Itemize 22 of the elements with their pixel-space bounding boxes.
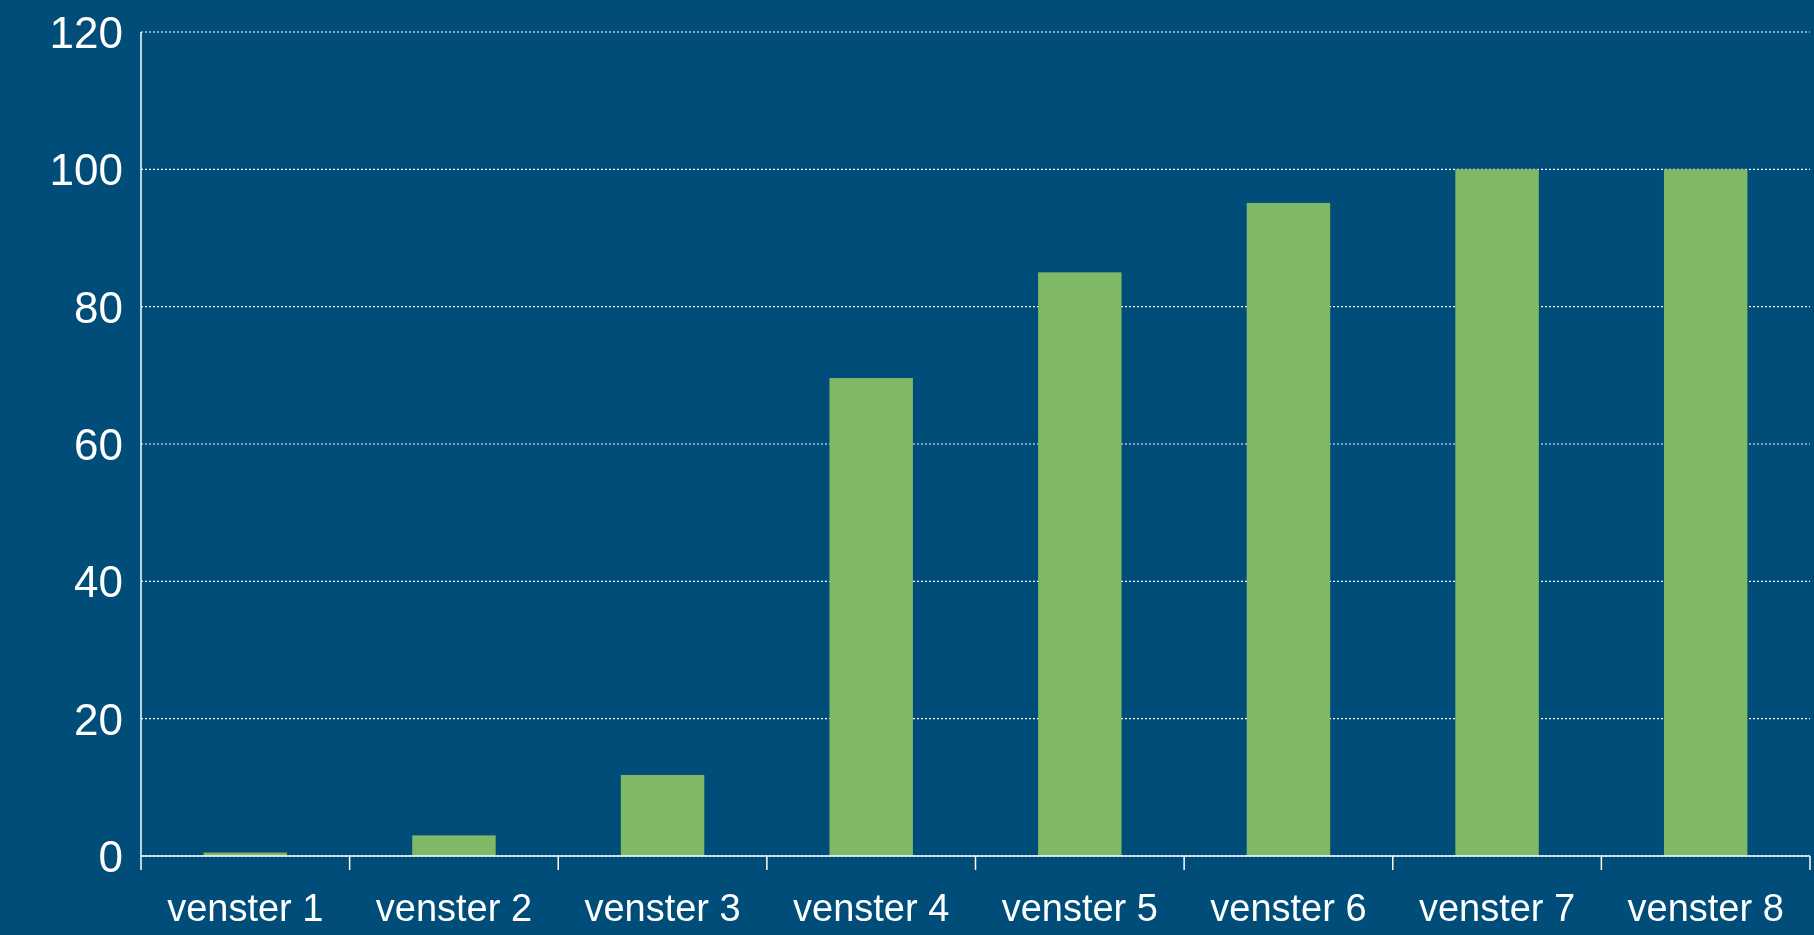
x-tick-label: venster 6 bbox=[1210, 887, 1367, 929]
y-tick-label: 20 bbox=[74, 694, 123, 744]
x-tick-label: venster 7 bbox=[1418, 887, 1576, 929]
y-tick-label: 0 bbox=[98, 831, 123, 881]
y-tick-label: 120 bbox=[49, 7, 123, 57]
x-tick-label: venster 8 bbox=[1627, 887, 1784, 929]
y-tick-label: 100 bbox=[49, 145, 123, 195]
x-tick-label: venster 4 bbox=[793, 887, 950, 929]
bar bbox=[1038, 272, 1122, 856]
bar bbox=[829, 378, 913, 856]
bar bbox=[412, 835, 496, 856]
x-tick-label: venster 2 bbox=[375, 887, 533, 929]
y-tick-label: 80 bbox=[74, 282, 123, 332]
x-tick-label: venster 3 bbox=[584, 887, 741, 929]
y-tick-label: 40 bbox=[74, 557, 123, 607]
bar bbox=[1663, 169, 1748, 856]
bar bbox=[1455, 169, 1539, 856]
x-tick-label: venster 5 bbox=[1001, 887, 1158, 929]
bar bbox=[1246, 202, 1331, 856]
y-tick-label: 60 bbox=[74, 419, 123, 469]
x-tick-label: venster 1 bbox=[167, 887, 324, 929]
bar bbox=[620, 774, 705, 856]
